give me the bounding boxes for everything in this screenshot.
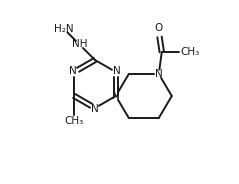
Text: O: O [155,23,163,33]
Text: N: N [91,104,99,114]
Text: N: N [112,91,120,101]
Text: NH: NH [72,39,87,49]
Text: H₂N: H₂N [54,24,74,34]
Text: N: N [113,66,121,76]
Text: CH₃: CH₃ [180,47,199,57]
Text: N: N [155,69,163,79]
Text: CH₃: CH₃ [65,116,84,126]
Text: N: N [69,66,77,76]
